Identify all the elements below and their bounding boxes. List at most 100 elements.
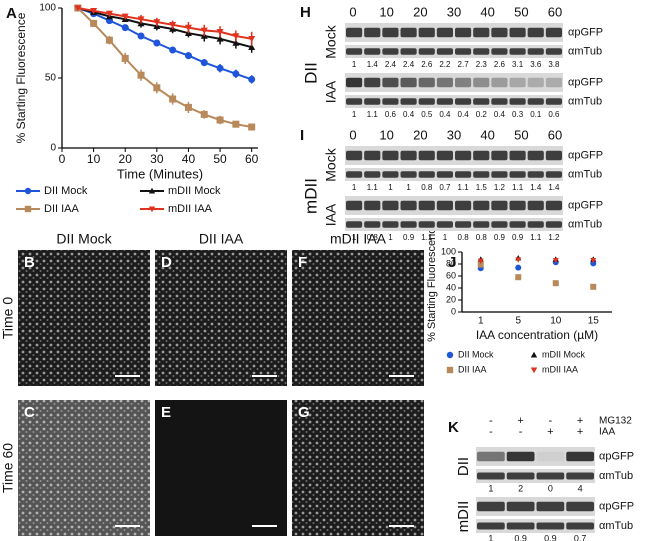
blot-band <box>509 98 526 105</box>
blot-band <box>455 171 472 178</box>
x-tick-label: 20 <box>119 152 133 166</box>
marker <box>90 19 98 27</box>
time-label: 0 <box>349 4 356 19</box>
blot-band <box>545 200 562 211</box>
series-line <box>77 7 252 49</box>
marker <box>216 29 224 36</box>
x-tick-label: 50 <box>213 152 227 166</box>
blot-band <box>545 77 562 88</box>
blot-band <box>418 150 435 161</box>
blot-band <box>436 48 453 55</box>
quant-label: 1 <box>352 183 357 192</box>
blot-band <box>346 77 363 88</box>
quant-label: 4 <box>578 483 583 493</box>
column-header: mDII IAA <box>330 231 387 247</box>
treatment-mark: - <box>489 415 493 427</box>
blot-band <box>346 200 363 211</box>
row-header: Time 0 <box>0 297 16 339</box>
blot-band <box>536 472 565 480</box>
blot-band <box>455 27 472 38</box>
blot-band <box>400 27 417 38</box>
marker <box>121 24 129 32</box>
marker <box>515 264 522 271</box>
blot-band <box>506 472 535 480</box>
marker <box>477 258 484 264</box>
blot-band <box>364 48 381 55</box>
marker <box>200 27 208 34</box>
blot-band <box>346 221 363 228</box>
blot-band <box>473 221 490 228</box>
column-header: DII IAA <box>199 231 244 247</box>
marker <box>552 280 559 287</box>
marker <box>121 54 129 62</box>
blot-band <box>473 150 490 161</box>
quant-label: 0.8 <box>367 233 379 242</box>
blot-band <box>473 98 490 105</box>
legend-label: mDII IAA <box>168 203 213 215</box>
treatment-label: IAA <box>599 427 615 438</box>
blot-band <box>545 171 562 178</box>
quant-label: 2.4 <box>403 60 415 69</box>
quant-label: 1.1 <box>367 110 379 119</box>
blot-band <box>491 171 508 178</box>
quant-label: 1.4 <box>530 183 542 192</box>
quant-label: 2.2 <box>439 60 451 69</box>
blot-band <box>382 98 399 105</box>
antibody-label: αpGFP <box>568 199 603 211</box>
legend-marker <box>530 367 538 374</box>
condition-label: Mock <box>323 147 339 181</box>
marker <box>515 274 522 281</box>
time-label: 0 <box>349 127 356 142</box>
marker <box>216 35 224 42</box>
blot-band <box>473 171 490 178</box>
legend-marker <box>148 187 156 194</box>
antibody-label: αpGFP <box>568 149 603 161</box>
column-header: DII Mock <box>56 231 112 247</box>
blot-strip <box>476 497 595 516</box>
quant-label: 1.2 <box>494 183 506 192</box>
marker <box>232 120 240 128</box>
time-label: 30 <box>447 4 461 19</box>
blot-band <box>509 77 526 88</box>
quant-label: 1.2 <box>548 233 560 242</box>
quant-label: 0.8 <box>476 233 488 242</box>
blot-band <box>491 150 508 161</box>
blot-band <box>527 98 544 105</box>
y-tick-label: 80 <box>446 258 456 268</box>
blot-band <box>509 27 526 38</box>
blot-band <box>509 48 526 55</box>
blot-band <box>418 98 435 105</box>
panel-letter: K <box>448 419 459 436</box>
marker <box>515 257 522 263</box>
marker <box>590 258 597 264</box>
blot-band <box>545 98 562 105</box>
legend-marker <box>446 366 454 374</box>
blot-band <box>506 522 535 530</box>
quant-label: 1 <box>488 483 493 493</box>
series-line <box>77 7 253 81</box>
quant-label: 1 <box>406 183 411 192</box>
construct-label: DII <box>301 62 320 84</box>
blot-band <box>527 200 544 211</box>
quant-label: 0.4 <box>494 110 506 119</box>
quant-label: 0.3 <box>512 110 524 119</box>
blot-band <box>346 171 363 178</box>
blot-band <box>477 451 505 462</box>
panel-letter: A <box>6 5 17 22</box>
time-label: 20 <box>413 4 427 19</box>
blot-strip <box>345 168 563 181</box>
quant-label: 1 <box>352 110 357 119</box>
micrograph <box>155 400 287 536</box>
x-tick-label: 40 <box>182 152 196 166</box>
blot-band <box>455 98 472 105</box>
legend-label: DII Mock <box>458 349 494 359</box>
blot-strip <box>345 218 563 231</box>
marker <box>552 258 559 264</box>
time-label: 10 <box>379 4 393 19</box>
quant-label: 0.7 <box>439 183 451 192</box>
blot-band <box>364 98 381 105</box>
condition-label: IAA <box>323 80 339 103</box>
blot-band <box>436 171 453 178</box>
time-label: 50 <box>514 127 528 142</box>
time-label: 40 <box>480 127 494 142</box>
